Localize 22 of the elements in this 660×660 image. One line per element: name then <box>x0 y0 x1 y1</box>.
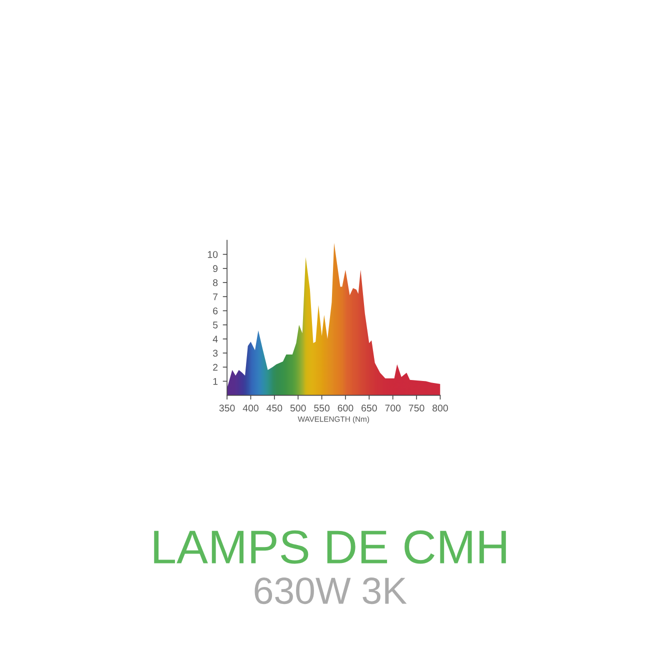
x-tick-label: 750 <box>408 404 424 412</box>
y-tick-label: 8 <box>213 279 218 286</box>
y-tick-label: 4 <box>212 336 218 342</box>
text: LAMPS DE CMH <box>154 530 506 564</box>
y-tick-label: 7 <box>213 293 218 300</box>
y-tick-label: 5 <box>212 322 218 328</box>
y-tick-label: 6 <box>213 307 218 314</box>
x-tick-label: 500 <box>290 404 306 412</box>
x-tick-label: 550 <box>314 404 330 412</box>
x-tick-label: 350 <box>219 404 235 412</box>
x-tick-label: 700 <box>385 404 401 412</box>
y-tick-label: 2 <box>213 364 218 371</box>
x-tick-label: 650 <box>362 404 377 412</box>
y-tick-label: 10 <box>208 251 218 258</box>
x-tick-label: 600 <box>338 404 354 412</box>
x-tick-label: 400 <box>242 404 258 412</box>
x-tick-label: 800 <box>432 404 448 412</box>
text: 630W 3K <box>254 578 407 604</box>
y-tick-label: 1 <box>213 378 218 385</box>
y-tick-label: 9 <box>213 265 218 272</box>
y-tick-label: 3 <box>212 350 218 357</box>
x-tick-label: 450 <box>266 404 282 412</box>
